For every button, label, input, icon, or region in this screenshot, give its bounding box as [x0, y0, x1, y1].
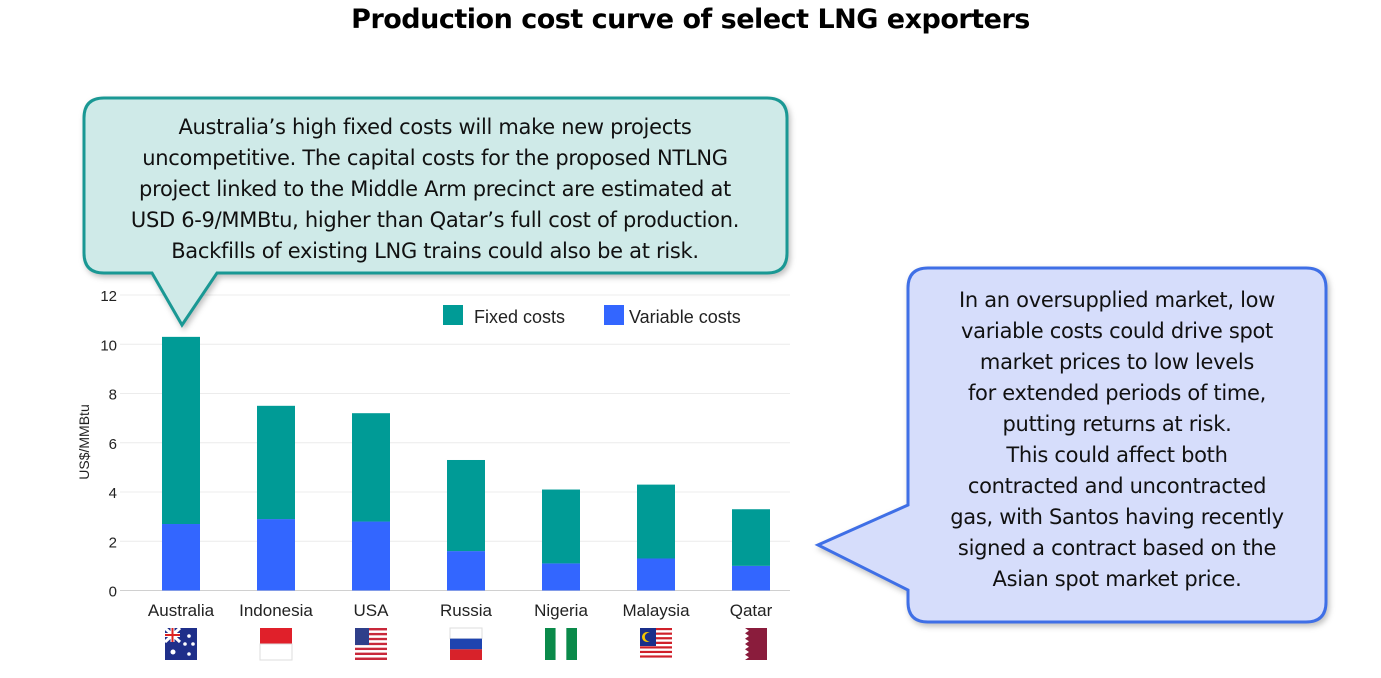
- nigeria-flag-icon: [545, 628, 577, 660]
- flag-part: [355, 650, 387, 653]
- flag-part: [355, 657, 387, 660]
- left-callout-line: USD 6-9/MMBtu, higher than Qatar’s full …: [130, 208, 740, 232]
- y-tick-label: 6: [109, 436, 117, 453]
- flag-part: [355, 640, 387, 643]
- flag-star: [191, 642, 195, 646]
- flag-part: [165, 628, 180, 642]
- flag-part: [555, 628, 567, 660]
- flag-star: [170, 649, 176, 655]
- right-callout-line: market prices to low levels: [979, 350, 1255, 374]
- flag-part: [355, 628, 369, 645]
- left-callout-line: project linked to the Middle Arm precinc…: [139, 177, 731, 201]
- right-callout-line: In an oversupplied market, low: [958, 288, 1276, 312]
- y-tick-label: 12: [100, 288, 117, 305]
- flag-part: [450, 638, 482, 650]
- y-tick-label: 2: [109, 534, 117, 551]
- bar-fixed-costs-malaysia: [637, 484, 675, 559]
- flag-crescent: [644, 632, 654, 642]
- flag-part: [355, 647, 387, 651]
- flag-part: [355, 632, 387, 636]
- flag-part: [640, 650, 672, 654]
- bar-fixed-costs-australia: [162, 336, 200, 525]
- right-callout-line: signed a contract based on the: [957, 536, 1277, 560]
- legend-swatch-variable-costs: [604, 305, 624, 325]
- x-tick-label: Qatar: [730, 601, 773, 620]
- flag-star: [187, 652, 191, 656]
- left-callout-line: Backfills of existing LNG trains could a…: [171, 239, 699, 263]
- flag-part: [640, 653, 672, 656]
- bar-variable-costs-indonesia: [257, 519, 295, 591]
- x-tick-label: Australia: [148, 601, 215, 620]
- bar-variable-costs-usa: [352, 521, 390, 591]
- flag-part: [450, 649, 482, 660]
- y-tick-label: 8: [109, 387, 117, 404]
- legend-label: Fixed costs: [474, 307, 565, 327]
- right-callout-line: gas, with Santos having recently: [950, 505, 1284, 529]
- flag-part: [640, 646, 672, 649]
- right-callout-text: In an oversupplied market, low variable c…: [912, 285, 1322, 595]
- flag-part: [355, 655, 387, 658]
- flag-part: [449, 627, 483, 640]
- x-tick-label: Nigeria: [534, 601, 588, 620]
- y-tick-label: 4: [109, 485, 117, 502]
- indonesia-flag-icon: [259, 628, 293, 661]
- bar-variable-costs-nigeria: [542, 563, 580, 591]
- flag-star: [183, 642, 187, 646]
- right-callout-line: contracted and uncontracted: [967, 474, 1267, 498]
- bar-fixed-costs-indonesia: [257, 405, 295, 520]
- y-axis-label: US$/MMBtu: [76, 404, 92, 479]
- right-callout-line: This could affect both: [1006, 443, 1228, 467]
- usa-flag-icon: [355, 628, 387, 660]
- x-tick-label: Russia: [440, 601, 493, 620]
- bar-fixed-costs-usa: [352, 413, 390, 522]
- right-callout-line: for extended periods of time,: [967, 381, 1267, 405]
- flag-part: [355, 652, 387, 656]
- x-tick-label: Malaysia: [622, 601, 690, 620]
- flag-part: [355, 645, 387, 648]
- flag-part: [259, 643, 293, 661]
- flag-part: [355, 630, 387, 633]
- russia-flag-icon: [449, 627, 483, 660]
- flag-part: [355, 628, 387, 631]
- bar-fixed-costs-qatar: [732, 509, 770, 566]
- flag-part: [355, 635, 387, 638]
- left-callout-bubble: [82, 96, 789, 328]
- flag-part: [640, 657, 672, 660]
- flag-part: [545, 628, 556, 660]
- legend-label: Variable costs: [629, 307, 741, 327]
- flag-part: [735, 628, 749, 660]
- right-callout-line: putting returns at risk.: [1002, 412, 1232, 436]
- left-callout-line: Australia’s high fixed costs will make n…: [178, 115, 692, 139]
- flag-part: [640, 655, 672, 658]
- bar-fixed-costs-russia: [447, 459, 485, 552]
- legend-swatch-fixed-costs: [443, 305, 463, 325]
- right-callout-bubble: [814, 266, 1328, 624]
- flag-star: [187, 634, 191, 638]
- y-tick-label: 10: [100, 337, 117, 354]
- australia-flag-icon: [163, 626, 197, 660]
- flag-part: [355, 642, 387, 646]
- x-tick-label: Indonesia: [239, 601, 313, 620]
- chart-title: Production cost curve of select LNG expo…: [351, 4, 1030, 35]
- y-tick-label: 0: [109, 584, 117, 601]
- left-callout-line: uncompetitive. The capital costs for the…: [142, 146, 728, 170]
- malaysia-flag-icon: [640, 628, 672, 660]
- bar-variable-costs-russia: [447, 551, 485, 591]
- flag-part: [260, 628, 292, 644]
- bar-variable-costs-malaysia: [637, 558, 675, 591]
- flag-part: [566, 628, 577, 660]
- x-tick-label: USA: [354, 601, 390, 620]
- bar-variable-costs-australia: [162, 524, 200, 591]
- qatar-flag-icon: [735, 628, 767, 660]
- right-callout-line: Asian spot market price.: [992, 567, 1242, 591]
- right-callout-line: variable costs could drive spot: [961, 319, 1273, 343]
- flag-part: [355, 637, 387, 641]
- bar-variable-costs-qatar: [732, 565, 770, 591]
- left-callout-text: Australia’s high fixed costs will make n…: [95, 112, 775, 267]
- bar-fixed-costs-nigeria: [542, 489, 580, 564]
- flag-part: [640, 648, 672, 651]
